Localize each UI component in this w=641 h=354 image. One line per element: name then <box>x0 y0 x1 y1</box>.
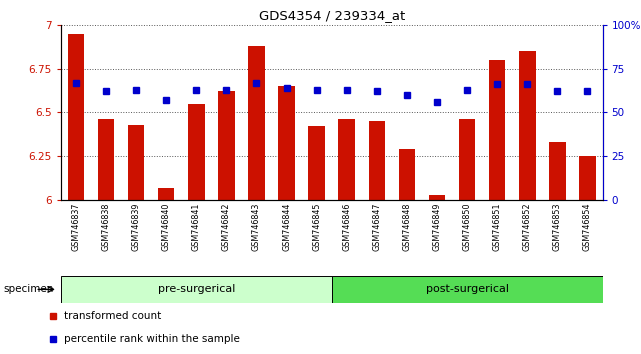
Bar <box>248 46 265 200</box>
Text: GSM746841: GSM746841 <box>192 202 201 251</box>
Bar <box>68 34 84 200</box>
Bar <box>128 125 144 200</box>
Bar <box>489 60 506 200</box>
Text: GSM746846: GSM746846 <box>342 202 351 251</box>
Text: GSM746843: GSM746843 <box>252 202 261 251</box>
Text: percentile rank within the sample: percentile rank within the sample <box>64 333 240 344</box>
Text: GSM746850: GSM746850 <box>463 202 472 251</box>
Bar <box>429 195 445 200</box>
Bar <box>549 142 565 200</box>
Bar <box>308 126 325 200</box>
Text: GSM746852: GSM746852 <box>523 202 532 251</box>
Text: GSM746847: GSM746847 <box>372 202 381 251</box>
Text: GSM746840: GSM746840 <box>162 202 171 251</box>
Bar <box>188 104 204 200</box>
Text: GSM746838: GSM746838 <box>101 202 110 251</box>
Text: GSM746854: GSM746854 <box>583 202 592 251</box>
Bar <box>369 121 385 200</box>
Text: GSM746844: GSM746844 <box>282 202 291 251</box>
Bar <box>158 188 174 200</box>
Bar <box>579 156 595 200</box>
Bar <box>519 51 536 200</box>
Text: GSM746853: GSM746853 <box>553 202 562 251</box>
Text: specimen: specimen <box>3 284 54 295</box>
Text: GSM746851: GSM746851 <box>493 202 502 251</box>
Bar <box>332 276 603 303</box>
Text: GSM746848: GSM746848 <box>403 202 412 251</box>
Text: GDS4354 / 239334_at: GDS4354 / 239334_at <box>258 9 405 22</box>
Bar <box>61 276 332 303</box>
Bar <box>98 119 114 200</box>
Bar <box>218 91 235 200</box>
Text: pre-surgerical: pre-surgerical <box>158 284 235 295</box>
Text: transformed count: transformed count <box>64 310 162 321</box>
Bar <box>338 119 355 200</box>
Bar <box>399 149 415 200</box>
Bar <box>278 86 295 200</box>
Text: GSM746839: GSM746839 <box>131 202 140 251</box>
Bar <box>459 119 476 200</box>
Text: GSM746845: GSM746845 <box>312 202 321 251</box>
Text: GSM746837: GSM746837 <box>71 202 80 251</box>
Text: GSM746849: GSM746849 <box>433 202 442 251</box>
Text: post-surgerical: post-surgerical <box>426 284 508 295</box>
Text: GSM746842: GSM746842 <box>222 202 231 251</box>
